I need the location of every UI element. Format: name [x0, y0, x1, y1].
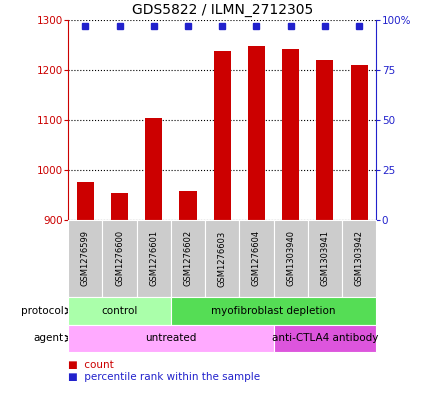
- Bar: [248, 46, 265, 220]
- Text: ■  percentile rank within the sample: ■ percentile rank within the sample: [68, 372, 260, 382]
- Bar: [214, 51, 231, 220]
- Text: anti-CTLA4 antibody: anti-CTLA4 antibody: [271, 333, 378, 343]
- Bar: [351, 65, 368, 220]
- Text: myofibroblast depletion: myofibroblast depletion: [211, 306, 336, 316]
- Text: GSM1276603: GSM1276603: [218, 230, 227, 286]
- Bar: [77, 182, 94, 220]
- Text: GSM1276600: GSM1276600: [115, 230, 124, 286]
- Text: GSM1276599: GSM1276599: [81, 230, 90, 286]
- Text: GSM1276604: GSM1276604: [252, 230, 261, 286]
- Text: GSM1303942: GSM1303942: [355, 230, 363, 286]
- Text: GSM1303941: GSM1303941: [320, 230, 330, 286]
- Text: GSM1276602: GSM1276602: [183, 230, 192, 286]
- Title: GDS5822 / ILMN_2712305: GDS5822 / ILMN_2712305: [132, 3, 313, 17]
- Text: untreated: untreated: [145, 333, 197, 343]
- Text: GSM1276601: GSM1276601: [149, 230, 158, 286]
- Text: GSM1303940: GSM1303940: [286, 230, 295, 286]
- Bar: [282, 49, 299, 220]
- Text: ■  count: ■ count: [68, 360, 114, 371]
- Bar: [316, 60, 334, 220]
- Bar: [180, 191, 197, 220]
- Bar: [111, 193, 128, 220]
- Bar: [145, 118, 162, 220]
- Text: agent: agent: [34, 333, 64, 343]
- Text: protocol: protocol: [21, 306, 64, 316]
- Text: control: control: [101, 306, 138, 316]
